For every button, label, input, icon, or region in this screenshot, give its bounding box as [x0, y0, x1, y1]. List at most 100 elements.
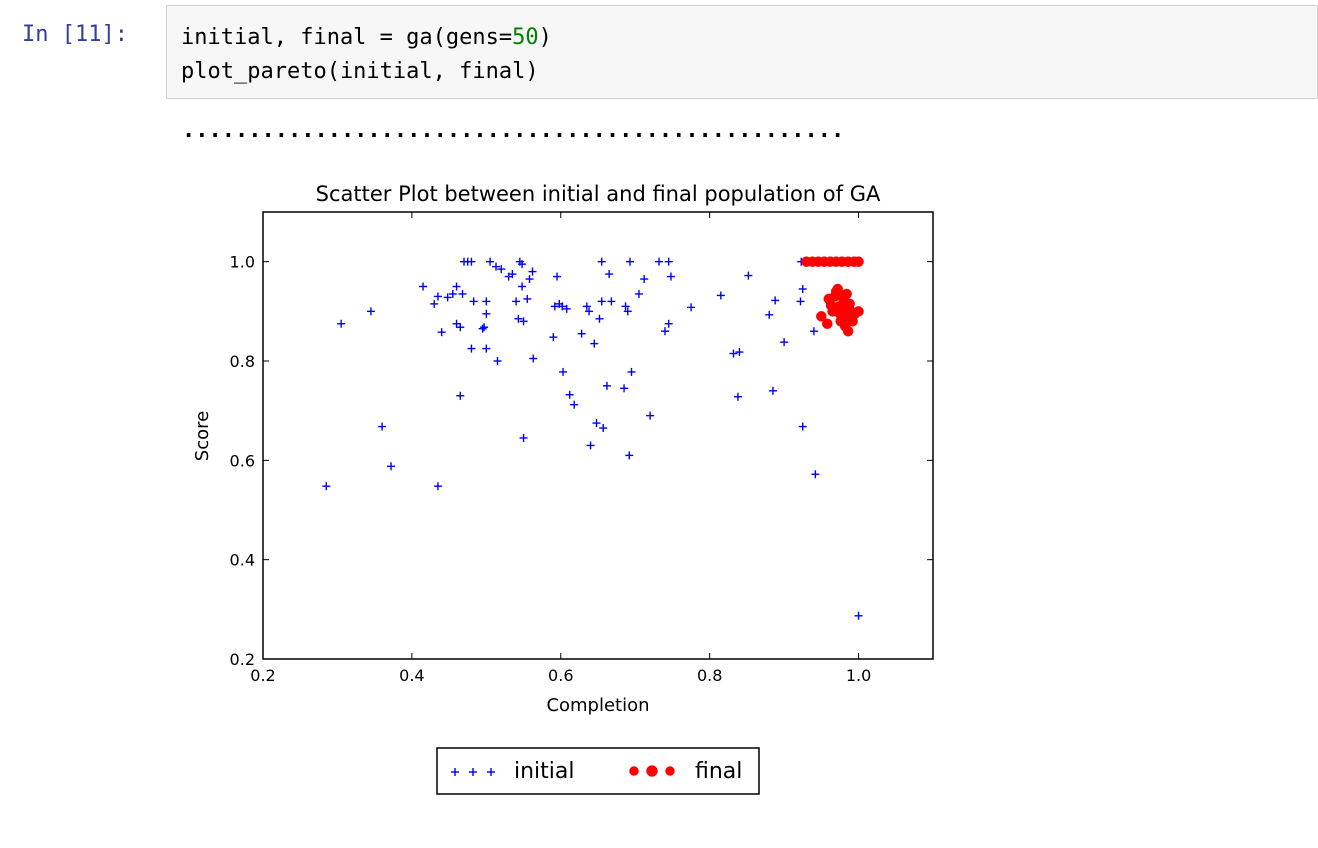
x-axis-label: Completion: [546, 695, 649, 716]
initial-point: [733, 392, 742, 401]
legend-initial-label: initial: [514, 759, 575, 784]
initial-point: [729, 349, 738, 358]
initial-point: [798, 284, 807, 293]
initial-point: [585, 307, 594, 316]
y-axis-label: Score: [192, 411, 213, 461]
initial-point: [467, 344, 476, 353]
initial-point: [661, 327, 669, 336]
initial-point: [525, 275, 534, 284]
initial-point: [508, 270, 517, 279]
initial-point: [558, 302, 567, 311]
legend-final-marker: [629, 766, 639, 776]
initial-point: [456, 323, 465, 332]
code-line-2: plot_pareto(initial, final): [181, 59, 539, 84]
initial-point: [518, 260, 527, 269]
initial-point: [419, 282, 428, 291]
initial-point: [387, 462, 396, 471]
initial-point: [666, 272, 675, 281]
initial-point: [646, 411, 655, 420]
x-tick-label: 0.6: [548, 666, 573, 685]
code-cell[interactable]: initial, final = ga(gens=50) plot_pareto…: [166, 5, 1318, 99]
initial-point: [586, 441, 595, 450]
initial-point: [492, 262, 501, 271]
initial-point: [378, 422, 387, 431]
code-number: 50: [512, 25, 539, 50]
code-line-1: initial, final = ga(gens=50): [181, 25, 552, 50]
data-marks: [322, 256, 864, 620]
initial-point: [452, 319, 461, 328]
initial-point: [549, 333, 558, 342]
initial-point: [809, 327, 818, 336]
initial-point: [765, 310, 774, 319]
initial-point: [458, 289, 467, 298]
legend-final-marker: [646, 765, 658, 777]
initial-point: [469, 297, 478, 306]
legend: initial final: [436, 747, 760, 795]
initial-point: [623, 307, 632, 316]
final-point: [822, 318, 833, 329]
initial-point: [796, 297, 805, 306]
x-tick-label: 0.2: [250, 666, 275, 685]
initial-point: [482, 309, 491, 318]
initial-point: [592, 419, 601, 428]
legend-initial-marker: [469, 768, 477, 776]
initial-point: [565, 390, 574, 399]
final-point: [816, 311, 827, 322]
initial-point: [482, 297, 491, 306]
x-tick-label: 0.8: [697, 666, 722, 685]
legend-initial-marks: [451, 768, 495, 776]
initial-point: [467, 257, 476, 266]
initial-point: [627, 367, 636, 376]
initial-point: [562, 304, 571, 313]
initial-point: [590, 339, 599, 348]
y-tick-label: 0.6: [230, 451, 255, 470]
legend-initial-marker: [487, 768, 495, 776]
initial-point: [780, 338, 789, 347]
initial-point: [523, 294, 532, 303]
initial-point: [433, 482, 442, 491]
initial-point: [518, 282, 527, 291]
initial-point: [480, 323, 489, 332]
initial-point: [443, 293, 452, 302]
initial-point: [493, 357, 502, 365]
y-tick-label: 0.2: [230, 650, 255, 669]
initial-point: [595, 314, 604, 323]
final-point: [853, 256, 864, 267]
initial-point: [597, 297, 606, 306]
initial-point: [559, 367, 568, 376]
initial-point: [430, 299, 439, 308]
initial-point: [456, 391, 465, 400]
initial-point: [582, 302, 591, 311]
code-text: initial, final = ga(gens=: [181, 25, 513, 50]
initial-point: [687, 303, 696, 312]
legend-final-label: final: [695, 759, 742, 784]
initial-point: [716, 291, 725, 300]
initial-point: [626, 257, 635, 266]
legend-final-marks: [629, 765, 675, 777]
initial-point: [337, 319, 346, 328]
cell-prompt: In [11]:: [22, 22, 128, 47]
initial-point: [528, 267, 537, 276]
initial-point: [602, 381, 611, 390]
initial-point: [514, 314, 523, 323]
initial-point: [577, 329, 586, 338]
initial-point: [482, 344, 491, 353]
initial-point: [771, 296, 780, 305]
initial-point: [664, 319, 673, 328]
chart-title: Scatter Plot between initial and final p…: [316, 182, 881, 206]
initial-point: [605, 270, 614, 279]
final-point: [842, 325, 854, 337]
initial-point: [553, 272, 562, 281]
initial-point: [599, 424, 608, 433]
initial-point: [448, 289, 457, 298]
initial-point: [452, 282, 461, 291]
final-point: [841, 288, 852, 300]
initial-point: [664, 257, 673, 266]
initial-point: [478, 324, 487, 333]
initial-point: [811, 470, 820, 479]
initial-point: [519, 433, 528, 442]
x-tick-label: 1.0: [846, 666, 871, 685]
progress-output: ........................................…: [182, 118, 845, 143]
initial-point: [640, 275, 649, 284]
